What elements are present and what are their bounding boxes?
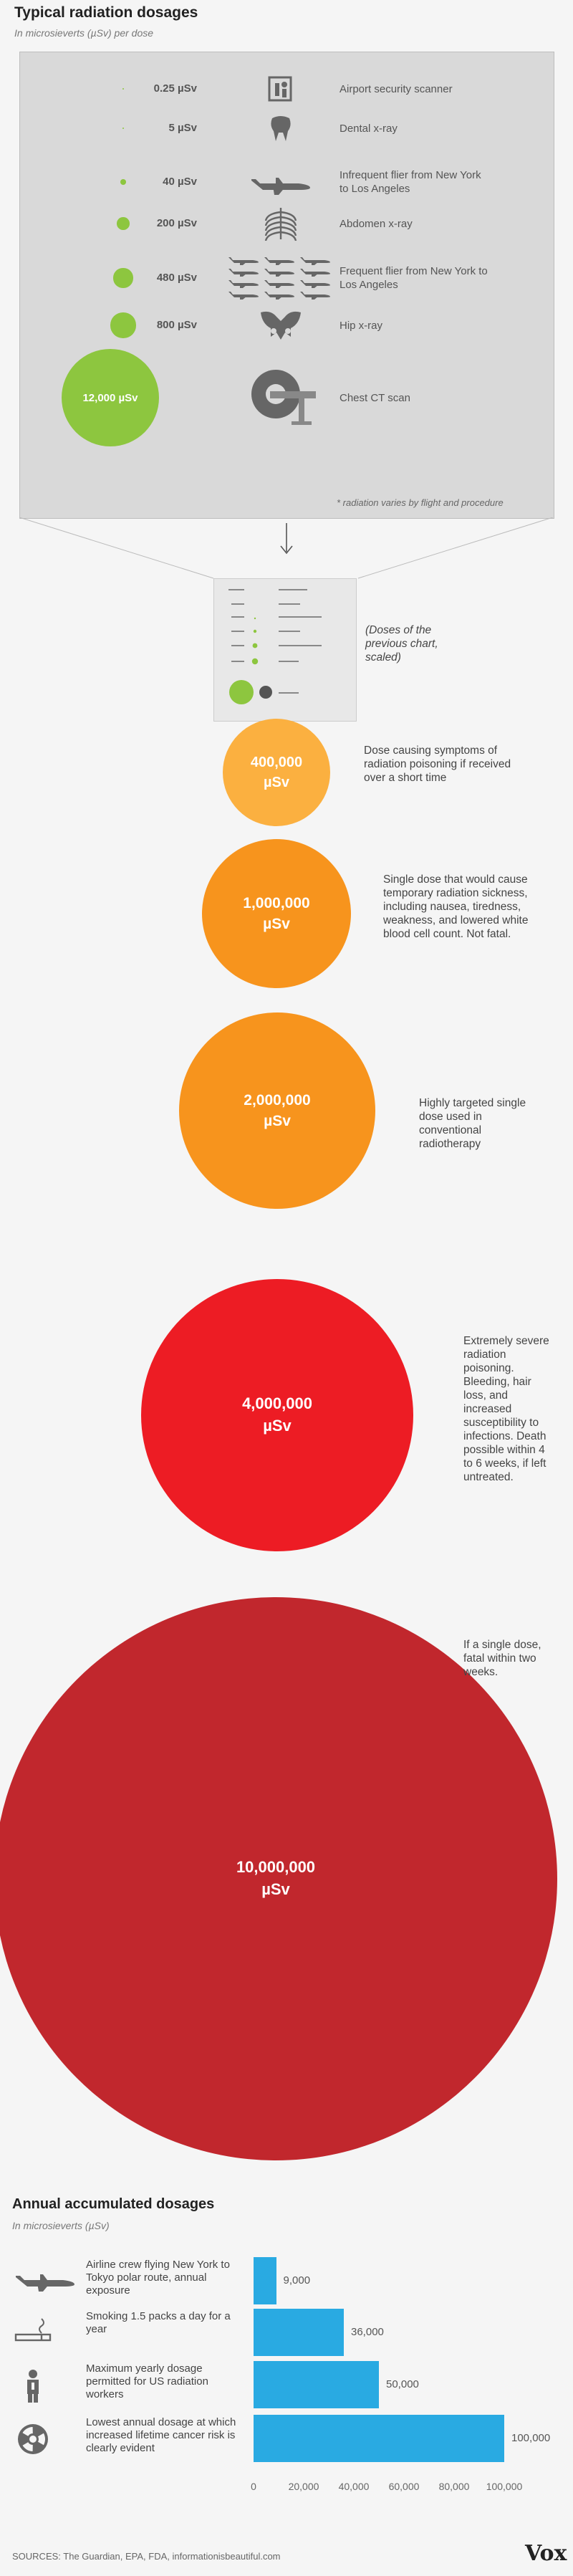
bar-value-label: 36,000 [351,2326,384,2338]
bar [254,2257,276,2304]
dose-description: Dose causing symptoms of radiation poiso… [364,744,511,784]
dose-dot [113,268,133,288]
ribcage-icon [261,206,300,244]
dose-description: Single dose that would cause temporary r… [383,873,529,940]
bar-category-label: Airline crew flying New York to Tokyo po… [86,2259,230,2297]
scaled-chart-thumbnail [213,578,357,722]
tooth-icon [265,114,297,146]
dose-dot [122,127,125,130]
dose-label: Chest CT scan [340,391,410,404]
dose-value: 800 µSv [156,319,197,331]
airplane-icon [249,168,313,200]
panel-connector [19,517,554,579]
pelvis-icon [258,308,304,346]
bar [254,2309,344,2356]
dose-value: 4,000,000 µSv [242,1394,312,1435]
dose-label: Infrequent flier from New York to Los An… [340,169,481,195]
dose-description: Extremely severe radiation poisoning. Bl… [463,1335,549,1483]
dose-circle: 1,000,000 µSv [202,839,351,988]
page-subtitle: In microsieverts (µSv) per dose [14,27,154,39]
ct-scanner-icon [241,365,320,434]
dose-label: Hip x-ray [340,319,383,332]
dose-dot [122,87,125,90]
dose-label: Airport security scanner [340,82,453,95]
dose-value: 10,000,000 µSv [236,1858,316,1898]
worker-icon [13,2368,53,2406]
dose-dot [120,179,126,185]
page-title: Typical radiation dosages [14,4,198,21]
radiation-icon [13,2422,53,2460]
scanner-icon [265,75,297,107]
vox-logo: Vox [525,2541,567,2566]
dose-value: 2,000,000 µSv [244,1091,311,1129]
airplanes-icon [227,254,334,305]
dose-label: Abdomen x-ray [340,217,413,230]
dose-value: 0.25 µSv [153,82,197,95]
dose-description: If a single dose, fatal within two weeks… [463,1639,541,1678]
dose-dot: 12,000 µSv [62,349,159,446]
dose-value: 1,000,000 µSv [243,894,310,932]
dose-value: 12,000 µSv [82,391,138,404]
dose-value: 480 µSv [156,272,197,284]
dose-description: Highly targeted single dose used in conv… [419,1097,526,1150]
bar-value-label: 100,000 [511,2432,551,2444]
scaled-note: (Doses of the previous chart, scaled) [365,624,438,664]
bar-category-label: Smoking 1.5 packs a day for a year [86,2310,231,2335]
x-tick-label: 80,000 [438,2481,470,2492]
dose-circle: 400,000 µSv [223,719,330,826]
bar-value-label: 50,000 [386,2378,419,2390]
x-tick-label: 0 [251,2481,256,2492]
x-tick-label: 20,000 [288,2481,319,2492]
panel-note: * radiation varies by flight and procedu… [337,497,504,508]
dose-label: Frequent flier from New York to Los Ange… [340,265,488,291]
sources: SOURCES: The Guardian, EPA, FDA, informa… [12,2551,281,2562]
dose-value: 200 µSv [156,217,197,229]
dose-label: Dental x-ray [340,122,398,135]
dose-circle: 4,000,000 µSv [141,1279,413,1551]
bar [254,2415,504,2462]
bar-category-label: Lowest annual dosage at which increased … [86,2416,236,2454]
x-tick-label: 100,000 [486,2481,523,2492]
dose-circle: 10,000,000 µSv [0,1597,557,2160]
bar-value-label: 9,000 [283,2274,311,2287]
dose-circle: 2,000,000 µSv [179,1012,375,1209]
dose-value: 40 µSv [163,176,197,188]
x-tick-label: 60,000 [388,2481,420,2492]
airplane-icon [13,2264,77,2297]
dose-dot [117,217,130,230]
dose-value: 400,000 µSv [250,755,303,790]
dose-value: 5 µSv [168,122,198,134]
bar [254,2361,379,2408]
cigarette-icon [13,2316,53,2348]
annual-subtitle: In microsieverts (µSv) [12,2220,110,2231]
x-tick-label: 40,000 [338,2481,370,2492]
bar-category-label: Maximum yearly dosage permitted for US r… [86,2362,208,2400]
annual-title: Annual accumulated dosages [12,2196,215,2212]
dose-dot [110,312,136,338]
